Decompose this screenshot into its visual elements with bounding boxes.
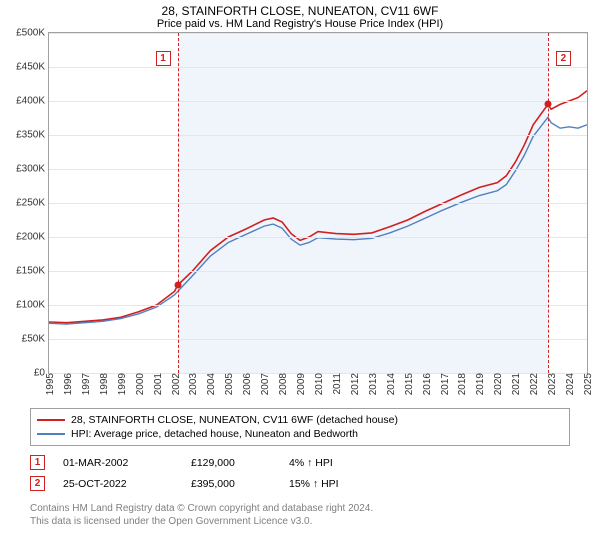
x-axis-label: 2025 xyxy=(583,373,594,395)
y-axis-label: £200K xyxy=(16,232,49,243)
marker-dot-1 xyxy=(174,282,181,289)
series-hpi xyxy=(49,117,587,324)
x-axis-label: 2023 xyxy=(547,373,558,395)
sale-price: £129,000 xyxy=(191,457,271,469)
gridline xyxy=(49,305,587,306)
x-axis-label: 2003 xyxy=(188,373,199,395)
marker-box-2: 2 xyxy=(556,51,571,66)
x-axis-label: 2020 xyxy=(493,373,504,395)
x-axis-label: 2014 xyxy=(386,373,397,395)
gridline xyxy=(49,33,587,34)
sale-pct: 4% ↑ HPI xyxy=(289,457,333,469)
chart: £0£50K£100K£150K£200K£250K£300K£350K£400… xyxy=(48,32,588,402)
x-axis-label: 2021 xyxy=(511,373,522,395)
x-axis-label: 2005 xyxy=(224,373,235,395)
marker-box-1: 1 xyxy=(156,51,171,66)
sale-date: 25-OCT-2022 xyxy=(63,478,173,490)
sales-table: 1 01-MAR-2002 £129,000 4% ↑ HPI 2 25-OCT-2022… xyxy=(30,452,570,494)
x-axis-label: 2004 xyxy=(206,373,217,395)
y-axis-label: £500K xyxy=(16,28,49,39)
sale-pct: 15% ↑ HPI xyxy=(289,478,339,490)
gridline xyxy=(49,271,587,272)
page-title: 28, STAINFORTH CLOSE, NUNEATON, CV11 6WF xyxy=(0,0,600,18)
footer: Contains HM Land Registry data © Crown c… xyxy=(30,502,570,528)
legend-swatch-price xyxy=(37,419,65,421)
x-axis-label: 2010 xyxy=(314,373,325,395)
sale-marker: 1 xyxy=(30,455,45,470)
x-axis-label: 2011 xyxy=(332,373,343,395)
page: 28, STAINFORTH CLOSE, NUNEATON, CV11 6WF… xyxy=(0,0,600,560)
x-axis-label: 1997 xyxy=(81,373,92,395)
x-axis-label: 2000 xyxy=(135,373,146,395)
gridline xyxy=(49,203,587,204)
sale-row: 1 01-MAR-2002 £129,000 4% ↑ HPI xyxy=(30,452,570,473)
y-axis-label: £100K xyxy=(16,300,49,311)
y-axis-label: £400K xyxy=(16,96,49,107)
y-axis-label: £300K xyxy=(16,164,49,175)
x-axis-label: 1999 xyxy=(117,373,128,395)
y-axis-label: £150K xyxy=(16,266,49,277)
legend-row-price: 28, STAINFORTH CLOSE, NUNEATON, CV11 6WF… xyxy=(37,413,563,427)
y-axis-label: £350K xyxy=(16,130,49,141)
legend-row-hpi: HPI: Average price, detached house, Nune… xyxy=(37,427,563,441)
plot-area: £0£50K£100K£150K£200K£250K£300K£350K£400… xyxy=(48,32,588,374)
y-axis-label: £250K xyxy=(16,198,49,209)
marker-dot-2 xyxy=(544,101,551,108)
x-axis-label: 2006 xyxy=(242,373,253,395)
gridline xyxy=(49,169,587,170)
x-axis-label: 2019 xyxy=(475,373,486,395)
series-price xyxy=(49,91,587,323)
gridline xyxy=(49,101,587,102)
x-axis-label: 2015 xyxy=(404,373,415,395)
x-axis-label: 1998 xyxy=(99,373,110,395)
x-axis-label: 1995 xyxy=(45,373,56,395)
x-axis-label: 2017 xyxy=(440,373,451,395)
sale-date: 01-MAR-2002 xyxy=(63,457,173,469)
gridline xyxy=(49,67,587,68)
y-axis-label: £450K xyxy=(16,62,49,73)
footer-line-1: Contains HM Land Registry data © Crown c… xyxy=(30,502,570,515)
legend-swatch-hpi xyxy=(37,433,65,435)
gridline xyxy=(49,237,587,238)
x-axis-label: 2013 xyxy=(368,373,379,395)
sale-marker: 2 xyxy=(30,476,45,491)
x-axis-label: 2024 xyxy=(565,373,576,395)
legend-label-hpi: HPI: Average price, detached house, Nune… xyxy=(71,428,358,440)
page-subtitle: Price paid vs. HM Land Registry's House … xyxy=(0,18,600,32)
legend: 28, STAINFORTH CLOSE, NUNEATON, CV11 6WF… xyxy=(30,408,570,446)
sale-price: £395,000 xyxy=(191,478,271,490)
marker-line-1 xyxy=(178,33,179,373)
x-axis-label: 2008 xyxy=(278,373,289,395)
x-axis-label: 2002 xyxy=(171,373,182,395)
gridline xyxy=(49,135,587,136)
x-axis-label: 2016 xyxy=(422,373,433,395)
x-axis-label: 2007 xyxy=(260,373,271,395)
x-axis-label: 2022 xyxy=(529,373,540,395)
x-axis-label: 1996 xyxy=(63,373,74,395)
x-axis-label: 2009 xyxy=(296,373,307,395)
x-axis-label: 2018 xyxy=(457,373,468,395)
legend-label-price: 28, STAINFORTH CLOSE, NUNEATON, CV11 6WF… xyxy=(71,414,398,426)
marker-line-2 xyxy=(548,33,549,373)
gridline xyxy=(49,339,587,340)
y-axis-label: £50K xyxy=(22,334,49,345)
x-axis-label: 2012 xyxy=(350,373,361,395)
sale-row: 2 25-OCT-2022 £395,000 15% ↑ HPI xyxy=(30,473,570,494)
x-axis-label: 2001 xyxy=(153,373,164,395)
footer-line-2: This data is licensed under the Open Gov… xyxy=(30,515,570,528)
